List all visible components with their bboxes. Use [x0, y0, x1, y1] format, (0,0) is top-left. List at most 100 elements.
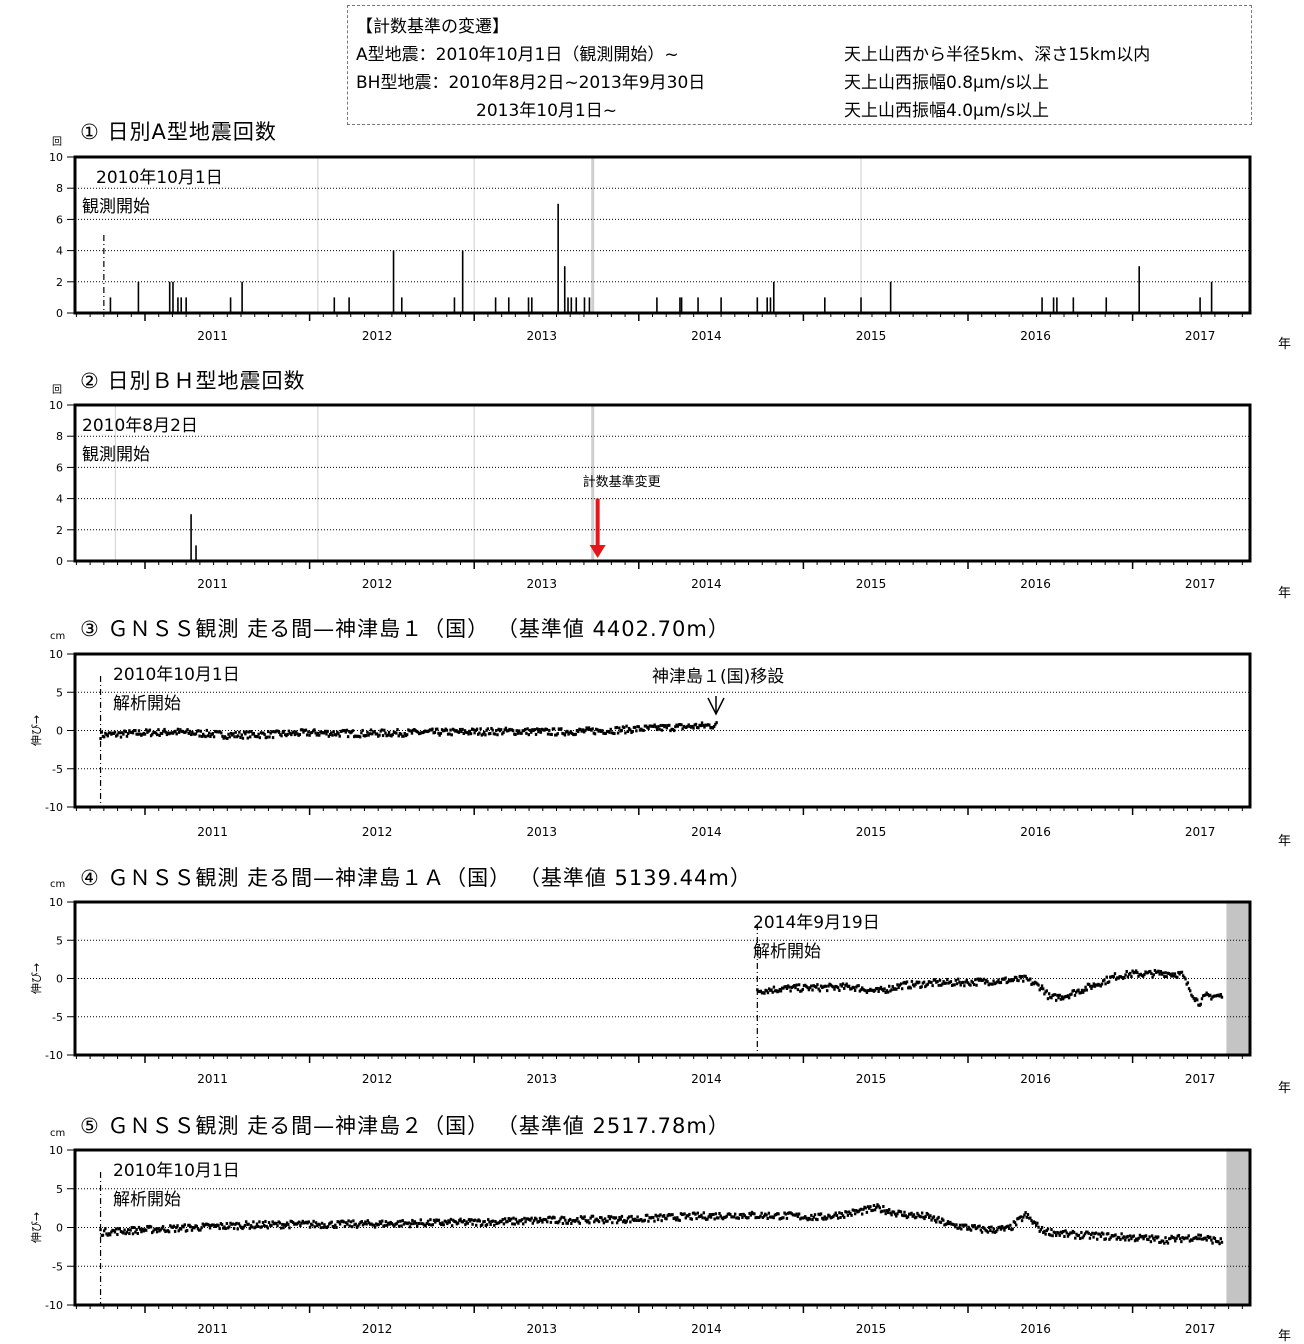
data-point [685, 725, 688, 729]
data-point [538, 728, 541, 732]
data-point [440, 728, 444, 732]
data-point [1039, 1228, 1043, 1232]
data-point [869, 1205, 872, 1209]
data-point [1046, 997, 1050, 1001]
data-point [407, 1221, 410, 1225]
data-point [602, 731, 605, 735]
data-point [204, 735, 207, 739]
data-point [1218, 1242, 1221, 1246]
data-point [549, 1220, 553, 1224]
data-point [938, 978, 942, 982]
data-point [112, 731, 115, 735]
data-point [1107, 980, 1111, 984]
data-point [1196, 998, 1199, 1002]
data-point [242, 1225, 245, 1229]
data-point [725, 1214, 728, 1218]
data-point [153, 731, 156, 735]
data-point [229, 1221, 232, 1225]
data-point [309, 731, 313, 735]
data-point [1130, 975, 1133, 979]
data-point [969, 1228, 973, 1232]
panel4-unit: cm [50, 879, 66, 890]
data-point [343, 1225, 347, 1229]
data-point [845, 1210, 848, 1214]
data-point [902, 1214, 905, 1218]
data-point [972, 983, 976, 987]
data-point [166, 731, 170, 735]
data-point [727, 1212, 731, 1216]
data-point [506, 1220, 509, 1224]
data-point [1018, 974, 1021, 978]
data-point [215, 730, 218, 734]
data-point [560, 1215, 563, 1219]
data-point [534, 1216, 537, 1220]
data-point [351, 729, 355, 733]
data-point [627, 1215, 631, 1219]
data-point [1009, 1223, 1012, 1227]
data-point [447, 1219, 450, 1223]
data-point [1065, 1231, 1068, 1235]
data-point [411, 1218, 414, 1222]
data-point [967, 1225, 970, 1229]
data-point [422, 730, 426, 734]
data-point [759, 989, 763, 993]
data-point [815, 985, 818, 989]
data-point [847, 1210, 851, 1214]
data-point [280, 734, 283, 738]
data-point [348, 730, 351, 734]
data-point [893, 1212, 897, 1216]
data-point [978, 977, 982, 981]
data-point [1157, 969, 1160, 973]
data-point [605, 1219, 608, 1223]
data-point [732, 1215, 736, 1219]
data-point [528, 728, 532, 732]
data-point [107, 1232, 111, 1236]
data-point [484, 733, 487, 737]
data-point [500, 1220, 503, 1224]
data-point [512, 1216, 515, 1220]
data-point [124, 1232, 127, 1236]
y-tick-label: 0 [56, 973, 63, 986]
data-point [149, 734, 153, 738]
data-point [806, 986, 809, 990]
data-point [459, 1217, 462, 1221]
data-point [495, 1222, 498, 1226]
data-point [802, 1216, 806, 1220]
data-point [523, 727, 527, 731]
data-point [478, 1219, 482, 1223]
data-point [643, 724, 647, 728]
data-point [259, 1225, 262, 1229]
data-point [1007, 1226, 1011, 1230]
data-point [877, 1204, 880, 1208]
data-point [681, 727, 684, 731]
data-point [367, 733, 370, 737]
data-point [494, 1220, 497, 1224]
data-point [1092, 1235, 1095, 1239]
data-point [1173, 972, 1177, 976]
data-point [501, 1218, 504, 1222]
data-point [713, 1217, 716, 1221]
data-point [440, 1223, 443, 1227]
data-point [685, 1214, 689, 1218]
data-point [821, 986, 824, 990]
data-point [652, 724, 655, 728]
data-point [711, 1213, 714, 1217]
data-point [130, 1226, 133, 1230]
criteria-change-label: 計数基準変更 [583, 474, 661, 490]
data-point [408, 729, 411, 733]
data-point [912, 1213, 916, 1217]
data-point [834, 984, 837, 988]
data-point [225, 1222, 229, 1226]
data-point [322, 1225, 325, 1229]
data-point [277, 1220, 280, 1224]
data-point [165, 733, 169, 737]
data-point [703, 1216, 707, 1220]
data-point [1123, 975, 1126, 979]
data-point [614, 1216, 618, 1220]
data-point [641, 728, 644, 732]
data-point [305, 1220, 308, 1224]
data-point [374, 732, 378, 736]
data-point [807, 1216, 811, 1220]
data-point [100, 730, 103, 734]
data-point [664, 1216, 667, 1220]
